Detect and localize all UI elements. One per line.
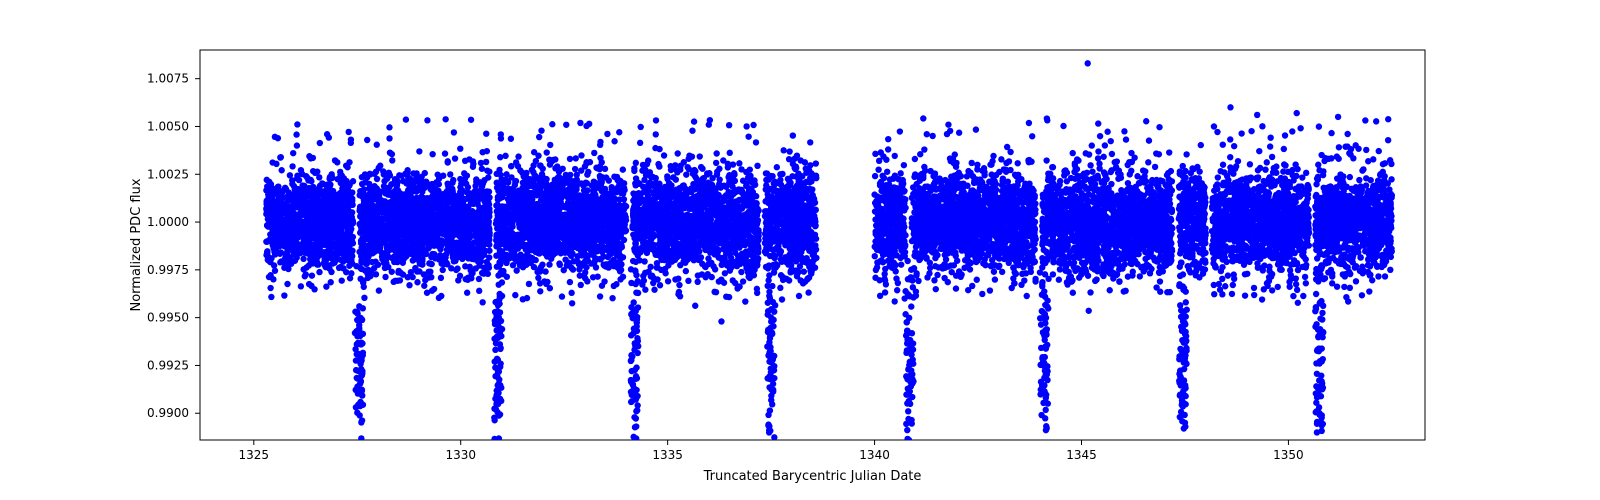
y-tick-label: 1.0075 — [147, 72, 189, 86]
x-tick-label: 1350 — [1273, 448, 1304, 462]
y-tick-label: 1.0000 — [147, 215, 189, 229]
x-axis-label: Truncated Barycentric Julian Date — [703, 469, 922, 484]
y-tick-label: 0.9925 — [147, 358, 189, 372]
y-axis-label: Normalized PDC flux — [129, 178, 144, 311]
y-tick-label: 1.0050 — [147, 119, 189, 133]
x-tick-label: 1330 — [445, 448, 476, 462]
x-tick-label: 1340 — [859, 448, 890, 462]
x-tick-label: 1345 — [1066, 448, 1097, 462]
lightcurve-scatter-chart: 1325 1330 1335 1340 1345 1350 0.9900 0.9925 0.99… — [0, 0, 1600, 500]
y-tick-label: 0.9975 — [147, 263, 189, 277]
chart-svg: 1325 1330 1335 1340 1345 1350 0.9900 0.9925 0.99… — [0, 0, 1600, 500]
y-tick-label: 1.0025 — [147, 167, 189, 181]
y-tick-label: 0.9900 — [147, 406, 189, 420]
x-tick-label: 1325 — [239, 448, 270, 462]
points-layer — [263, 60, 1395, 455]
y-tick-label: 0.9950 — [147, 311, 189, 325]
x-tick-label: 1335 — [652, 448, 683, 462]
